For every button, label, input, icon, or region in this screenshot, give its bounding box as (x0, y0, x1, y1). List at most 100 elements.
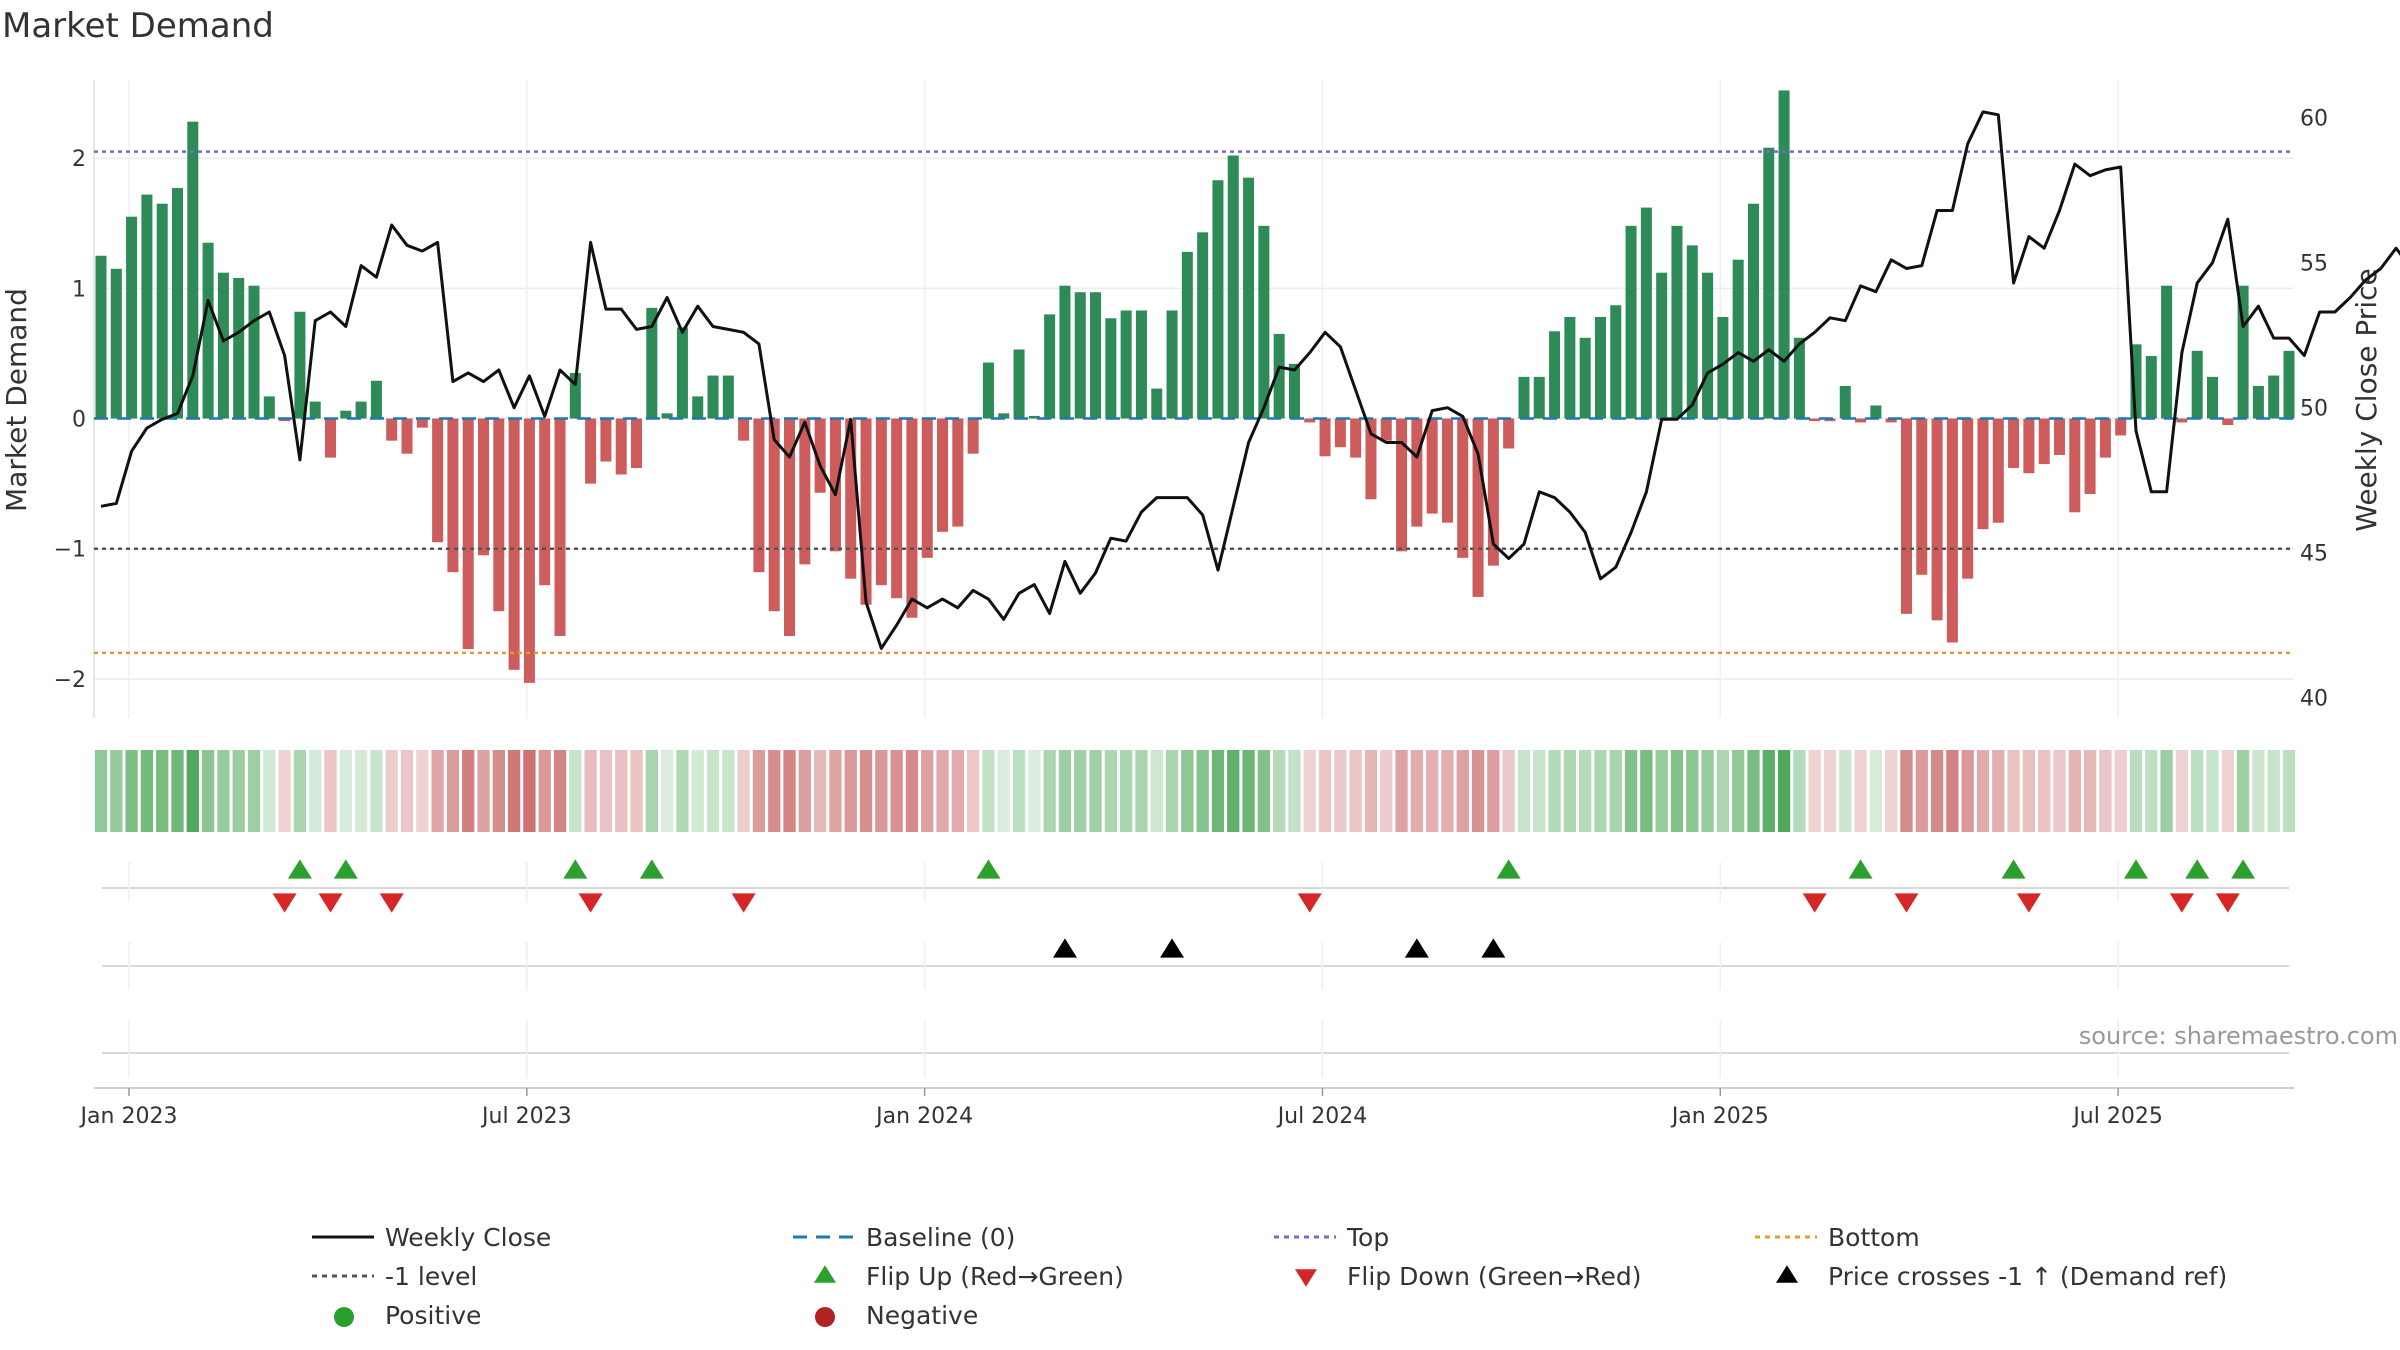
heat-cell (1930, 750, 1944, 832)
demand-bar (523, 418, 535, 683)
heat-cell (599, 750, 613, 832)
heat-cell (2175, 750, 2189, 832)
demand-bar (2283, 350, 2295, 419)
heat-cell (2038, 750, 2051, 832)
demand-bar (1732, 259, 1744, 419)
heat-cell (1885, 750, 1898, 832)
demand-bar (631, 418, 643, 469)
demand-bar (355, 401, 367, 419)
heat-cell (94, 750, 108, 832)
heat-cell (293, 750, 307, 832)
heat-cell (324, 750, 337, 832)
heat-cell (171, 750, 184, 832)
demand-bar (2099, 418, 2111, 458)
demand-bar (845, 418, 857, 579)
demand-bar (141, 194, 153, 419)
flip-up-marker (2231, 859, 2256, 879)
flip-up-marker (563, 859, 588, 879)
heat-cell (2022, 750, 2036, 832)
demand-bar (2038, 418, 2050, 465)
heat-cell (1257, 750, 1271, 832)
demand-bar (1564, 316, 1576, 419)
heat-cell (798, 750, 811, 832)
heat-cell (1808, 750, 1821, 832)
demand-bar (508, 418, 520, 670)
demand-bar (1120, 310, 1132, 419)
heat-cell (859, 750, 873, 832)
heat-cell (263, 750, 276, 832)
flip-up-marker (1848, 859, 1873, 879)
demand-bar (462, 418, 474, 649)
heat-cell (615, 750, 628, 832)
flip-up-marker (2123, 859, 2148, 879)
heat-cell (1456, 750, 1469, 832)
demand-bar (1441, 418, 1453, 523)
demand-bar (1793, 337, 1805, 419)
heat-cell (1165, 750, 1179, 832)
demand-bar (1594, 316, 1606, 419)
heat-cell (431, 750, 444, 832)
demand-bar (2069, 418, 2081, 513)
heat-cell (1946, 750, 1959, 832)
demand-bar (2237, 285, 2249, 419)
demand-bar (217, 272, 229, 419)
heat-cell (1012, 750, 1026, 832)
legend-label: Weekly Close (385, 1223, 551, 1252)
x-tick-label: Jan 2025 (1670, 1104, 1769, 1129)
demand-bar (1273, 333, 1285, 419)
flip-down-marker (1894, 893, 1919, 913)
demand-bar (110, 268, 122, 419)
heat-cell (1701, 750, 1714, 832)
demand-bar (1763, 147, 1775, 419)
flip-down-marker (379, 893, 404, 913)
demand-bar (952, 418, 964, 527)
demand-bar (768, 418, 780, 612)
heat-cell (2252, 750, 2265, 832)
heat-cell (997, 750, 1010, 832)
heat-cell (1211, 750, 1225, 832)
demand-bar (1028, 415, 1040, 419)
demand-bar (1625, 225, 1637, 419)
demand-bar (187, 121, 199, 419)
demand-bar (1396, 418, 1408, 552)
heat-cell (1043, 750, 1056, 832)
demand-bar (2145, 356, 2157, 419)
heat-cell (156, 750, 169, 832)
heat-cell (1976, 750, 1990, 832)
heat-cell (1716, 750, 1730, 832)
heat-cell (1349, 750, 1362, 832)
heat-cell (1181, 750, 1194, 832)
legend-label: Price crosses -1 ↑ (Demand ref) (1828, 1262, 2227, 1291)
heat-cell (462, 750, 475, 832)
legend-label: Top (1346, 1223, 1389, 1252)
demand-bar (738, 418, 750, 441)
y2-tick-label: 55 (2300, 252, 2328, 277)
demand-bar (829, 418, 841, 552)
heat-cell (1074, 750, 1087, 832)
weekly-close-line (100, 110, 2400, 650)
heat-cell (2267, 750, 2280, 832)
demand-bar (539, 418, 551, 586)
demand-bar (1304, 418, 1316, 423)
heat-cell (2191, 750, 2204, 832)
flip-down-marker (272, 893, 297, 913)
heat-cell (921, 750, 934, 832)
demand-bar (416, 418, 428, 428)
heat-cell (1028, 750, 1041, 832)
demand-bar (401, 418, 413, 454)
demand-bar (1426, 418, 1438, 514)
demand-bar (2206, 376, 2219, 419)
heat-cell (2099, 750, 2112, 832)
price-cross-marker (1160, 938, 1185, 958)
heat-cell (1487, 750, 1500, 832)
demand-bar (2252, 385, 2264, 419)
demand-bar (1503, 418, 1515, 449)
heat-cell (2221, 750, 2234, 832)
heat-cell (660, 750, 674, 832)
heat-cell (1441, 750, 1454, 832)
demand-bar (615, 418, 627, 475)
demand-bar (432, 418, 444, 543)
heat-cell (1640, 750, 1653, 832)
heat-cell (400, 750, 414, 832)
heat-cell (232, 750, 245, 832)
